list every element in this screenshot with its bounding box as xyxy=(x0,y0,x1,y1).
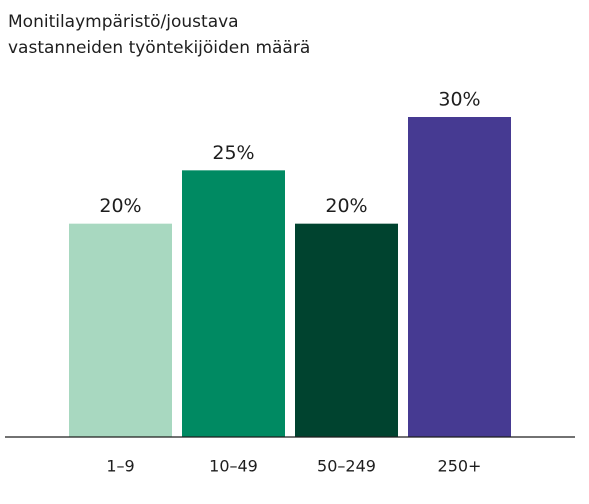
value-label: 20% xyxy=(99,195,141,217)
value-label: 30% xyxy=(438,89,480,111)
bar xyxy=(295,223,398,437)
bar xyxy=(69,223,172,437)
x-tick-label: 250+ xyxy=(438,457,482,476)
x-tick-label: 10–49 xyxy=(209,457,258,476)
bar xyxy=(408,117,511,437)
value-label: 20% xyxy=(325,195,367,217)
chart-title: Monitilaympäristö/joustava xyxy=(8,12,239,32)
x-tick-label: 1–9 xyxy=(106,457,134,476)
chart-title: vastanneiden työntekijöiden määrä xyxy=(8,38,310,58)
x-tick-label: 50–249 xyxy=(317,457,376,476)
bar xyxy=(182,170,285,438)
value-label: 25% xyxy=(212,142,254,164)
